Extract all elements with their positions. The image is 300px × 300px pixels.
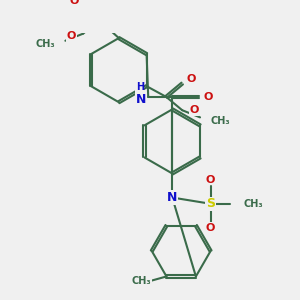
Text: N: N: [167, 191, 178, 204]
Text: CH₃: CH₃: [244, 199, 263, 209]
Text: CH₃: CH₃: [211, 116, 230, 126]
Text: O: O: [206, 175, 215, 185]
Text: O: O: [187, 74, 196, 84]
Text: N: N: [136, 93, 146, 106]
Text: O: O: [203, 92, 213, 102]
Text: CH₃: CH₃: [132, 276, 151, 286]
Text: O: O: [70, 0, 79, 6]
Text: CH₃: CH₃: [35, 39, 55, 49]
Text: H: H: [136, 82, 144, 92]
Text: O: O: [206, 223, 215, 233]
Text: O: O: [189, 105, 199, 115]
Text: S: S: [206, 197, 215, 210]
Text: O: O: [67, 31, 76, 41]
